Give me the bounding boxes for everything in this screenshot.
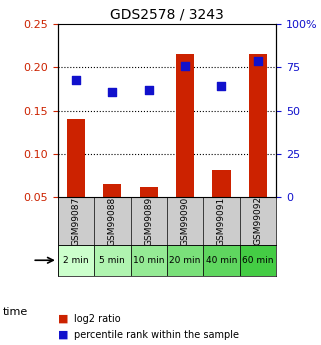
Bar [203, 245, 240, 276]
Text: GSM99088: GSM99088 [108, 196, 117, 246]
Bar [58, 245, 94, 276]
Title: GDS2578 / 3243: GDS2578 / 3243 [110, 8, 224, 22]
Bar [103, 184, 121, 197]
Bar [249, 55, 267, 197]
Point [74, 78, 79, 83]
Bar [167, 245, 203, 276]
Bar [140, 187, 158, 197]
Bar [94, 245, 131, 276]
Text: log2 ratio: log2 ratio [74, 314, 120, 324]
Text: GSM99090: GSM99090 [181, 196, 190, 246]
Text: 5 min: 5 min [100, 256, 125, 265]
Bar [213, 170, 230, 197]
Text: percentile rank within the sample: percentile rank within the sample [74, 330, 239, 339]
Text: 40 min: 40 min [206, 256, 237, 265]
Text: 2 min: 2 min [63, 256, 89, 265]
Point [219, 84, 224, 89]
Bar [176, 55, 194, 197]
Text: GSM99091: GSM99091 [217, 196, 226, 246]
Text: GSM99089: GSM99089 [144, 196, 153, 246]
Text: ■: ■ [58, 330, 68, 339]
Text: ■: ■ [58, 314, 68, 324]
Point [110, 89, 115, 95]
Point [146, 87, 151, 93]
Text: time: time [3, 307, 29, 317]
Text: 20 min: 20 min [169, 256, 201, 265]
Bar [240, 245, 276, 276]
Text: 60 min: 60 min [242, 256, 273, 265]
Bar [67, 119, 85, 197]
Bar [131, 245, 167, 276]
Text: GSM99092: GSM99092 [253, 196, 262, 246]
Point [255, 59, 260, 64]
Point [183, 63, 188, 68]
Text: 10 min: 10 min [133, 256, 164, 265]
Text: GSM99087: GSM99087 [72, 196, 81, 246]
